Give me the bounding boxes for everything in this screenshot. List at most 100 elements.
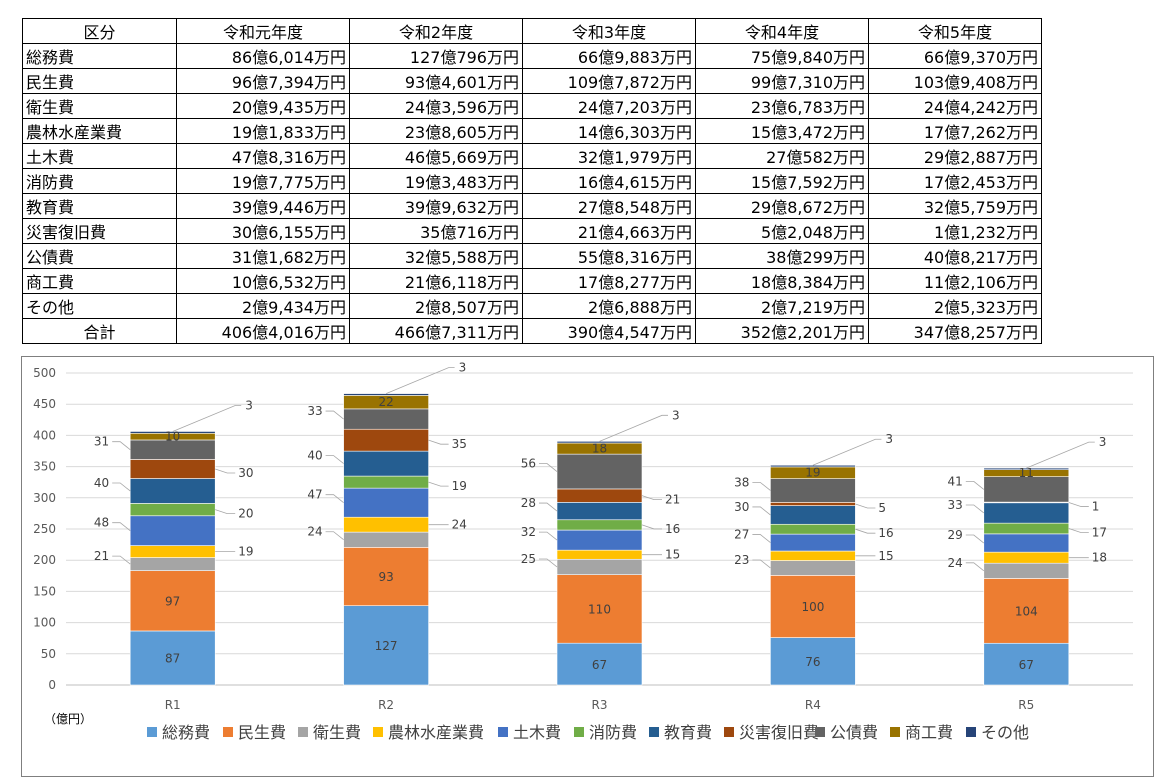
leader-line	[428, 481, 449, 487]
legend-label: その他	[981, 723, 1029, 742]
leader-line	[752, 534, 771, 543]
bar-segment	[343, 393, 429, 396]
bar-segment	[343, 605, 429, 686]
data-label: 3	[1099, 435, 1107, 449]
legend-swatch	[574, 727, 584, 737]
y-tick-label: 350	[33, 460, 56, 474]
leader-line	[1068, 502, 1089, 507]
data-label: 21	[94, 549, 109, 563]
table-row: 民生費 96億7,394万円 93億4,601万円 109億7,872万円 99億7,3…	[22, 68, 1042, 94]
data-label: 97	[165, 594, 180, 608]
y-tick-label: 0	[48, 678, 56, 692]
legend-swatch	[724, 727, 734, 737]
table-cell: 19億7,775万円	[176, 168, 350, 194]
row-category: 農林水産業費	[22, 118, 177, 144]
x-tick-label: R2	[378, 698, 394, 712]
data-label: 33	[948, 498, 963, 512]
data-label: 87	[165, 652, 180, 666]
leader-line	[855, 503, 876, 509]
table-cell: 347億8,257万円	[868, 318, 1042, 344]
bar-segment	[770, 478, 856, 503]
table-cell: 2億7,219万円	[695, 293, 869, 319]
bar-segment	[556, 519, 643, 531]
x-tick-label: R4	[805, 698, 821, 712]
table-cell: 127億796万円	[349, 43, 523, 69]
row-category: 消防費	[22, 168, 177, 194]
leader-line	[1068, 528, 1089, 533]
leader-line	[539, 463, 558, 472]
bar-segment	[770, 560, 856, 576]
data-label: 11	[1019, 466, 1034, 480]
table-row: 商工費 10億6,532万円 21億6,118万円 17億8,277万円 18億8,38…	[22, 268, 1042, 294]
table-cell: 1億1,232万円	[868, 218, 1042, 244]
data-label: 24	[948, 556, 963, 570]
leader-line	[112, 555, 131, 565]
leader-line	[812, 438, 882, 466]
bar-segment	[770, 637, 856, 686]
legend-swatch	[890, 727, 900, 737]
data-label: 30	[238, 466, 253, 480]
legend-swatch	[223, 727, 233, 737]
leader-line	[325, 410, 344, 420]
data-label: 76	[805, 655, 820, 669]
data-label: 5	[878, 501, 886, 515]
leader-line	[215, 509, 236, 514]
table-cell: 103億9,408万円	[868, 68, 1042, 94]
bar-segment	[983, 476, 1070, 503]
data-label: 67	[1019, 658, 1034, 672]
table-cell: 35億716万円	[349, 218, 523, 244]
bar-segment	[129, 503, 216, 517]
row-category: 商工費	[22, 268, 177, 294]
data-label: 38	[734, 475, 749, 489]
x-tick-label: R3	[592, 698, 608, 712]
data-label: 21	[665, 493, 680, 507]
data-label: 40	[307, 449, 322, 463]
table-cell: 99億7,310万円	[695, 68, 869, 94]
y-tick-label: 450	[33, 397, 56, 411]
header-year: 令和2年度	[349, 18, 523, 44]
leader-line	[752, 482, 771, 491]
bar-segment	[983, 551, 1070, 564]
data-label: 3	[672, 408, 680, 422]
table-cell: 18億8,384万円	[695, 268, 869, 294]
table-cell: 55億8,316万円	[522, 243, 696, 269]
table-cell: 86億6,014万円	[176, 43, 350, 69]
row-category: 衛生費	[22, 93, 177, 119]
row-category: 公債費	[22, 243, 177, 269]
leader-line	[215, 468, 236, 474]
y-tick-label: 200	[33, 553, 56, 567]
table-cell: 29億8,672万円	[695, 193, 869, 219]
table-cell: 10億6,532万円	[176, 268, 350, 294]
data-label: 16	[665, 522, 680, 536]
bar-segment	[983, 642, 1070, 686]
data-label: 18	[592, 441, 607, 455]
bar-segment	[129, 431, 216, 434]
table-cell: 466億7,311万円	[349, 318, 523, 344]
leader-line	[641, 524, 662, 530]
legend-label: 民生費	[238, 723, 286, 742]
table-body: 総務費 86億6,014万円 127億796万円 66億9,883万円 75億9,840…	[22, 43, 1042, 344]
legend-label: 消防費	[589, 723, 637, 742]
legend-label: 土木費	[513, 723, 561, 742]
bar-segment	[556, 529, 643, 551]
leader-line	[855, 528, 876, 534]
leader-line	[752, 559, 771, 569]
legend-label: 総務費	[162, 723, 210, 742]
legend-label: 教育費	[664, 723, 712, 742]
data-label: 56	[521, 457, 536, 471]
data-label: 16	[878, 526, 893, 540]
bar-segment	[556, 453, 643, 490]
unit-label: （億円）	[44, 712, 92, 726]
table-cell: 11億2,106万円	[868, 268, 1042, 294]
legend-swatch	[966, 727, 976, 737]
table-row: 衛生費 20億9,435万円 24億3,596万円 24億7,203万円 23億6,78…	[22, 93, 1042, 119]
table-cell: 19億3,483万円	[349, 168, 523, 194]
bar-segment	[983, 522, 1070, 535]
table-cell: 96億7,394万円	[176, 68, 350, 94]
table-cell: 40億8,217万円	[868, 243, 1042, 269]
bar-segment	[983, 502, 1070, 524]
data-label: 15	[878, 549, 893, 563]
bar-segment	[343, 516, 429, 533]
data-label: 40	[94, 476, 109, 490]
bar-segment	[770, 575, 856, 638]
